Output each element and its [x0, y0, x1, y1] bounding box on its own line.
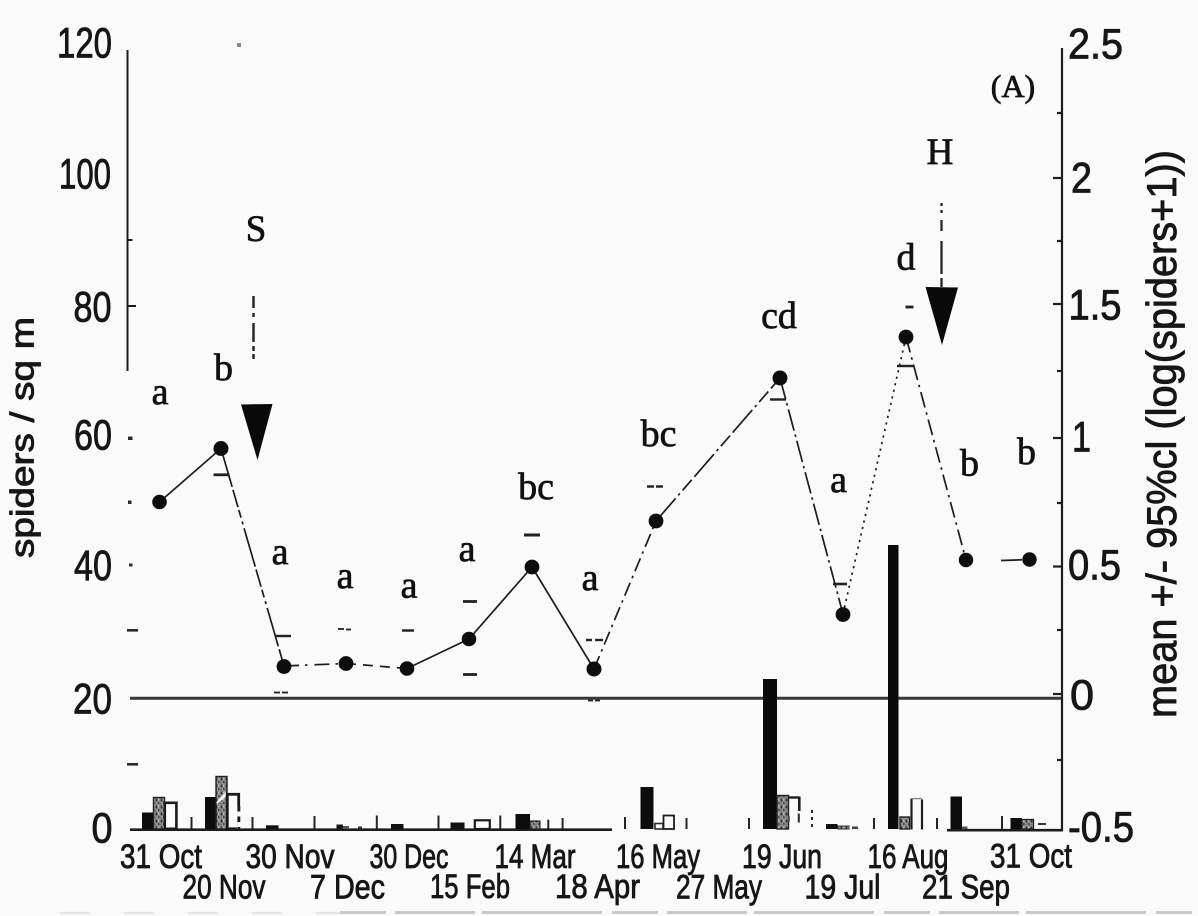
svg-text:b: b — [214, 347, 233, 389]
svg-text:18 Apr: 18 Apr — [555, 868, 640, 906]
svg-text:2: 2 — [1071, 155, 1092, 203]
svg-text:d: d — [897, 237, 916, 279]
svg-text:120: 120 — [57, 20, 112, 68]
svg-text:a: a — [337, 555, 354, 597]
svg-text:(A): (A) — [991, 68, 1035, 104]
svg-text:2.5: 2.5 — [1068, 21, 1123, 69]
svg-text:19 Jun: 19 Jun — [742, 838, 822, 876]
svg-text:16 Aug: 16 Aug — [868, 838, 949, 876]
svg-text:1: 1 — [1072, 414, 1091, 462]
svg-text:1.5: 1.5 — [1069, 282, 1122, 330]
svg-text:31 Oct: 31 Oct — [990, 838, 1072, 876]
svg-text:S: S — [246, 209, 267, 250]
svg-text:H: H — [927, 132, 954, 173]
svg-text:7 Dec: 7 Dec — [310, 869, 385, 907]
svg-text:19 Jul: 19 Jul — [805, 869, 881, 907]
svg-text:0: 0 — [1070, 672, 1094, 720]
svg-text:spiders / sq m: spiders / sq m — [4, 317, 41, 558]
svg-text:a: a — [272, 531, 289, 573]
svg-text:80: 80 — [74, 284, 112, 332]
svg-text:31 Oct: 31 Oct — [120, 838, 202, 876]
svg-text:bc: bc — [518, 466, 554, 508]
svg-text:60: 60 — [74, 412, 112, 460]
svg-text:100: 100 — [59, 151, 111, 199]
svg-text:a: a — [152, 371, 169, 413]
svg-text:20: 20 — [73, 676, 112, 724]
svg-text:21 Sep: 21 Sep — [922, 869, 1010, 907]
svg-text:30 Nov: 30 Nov — [246, 838, 335, 876]
svg-text:mean +/- 95%cl (log(spiders+1): mean +/- 95%cl (log(spiders+1)) — [1138, 150, 1185, 718]
svg-text:20 Nov: 20 Nov — [183, 869, 266, 907]
svg-text:30 Dec: 30 Dec — [370, 838, 449, 876]
svg-text:40: 40 — [74, 542, 112, 590]
svg-text:16 May: 16 May — [616, 838, 700, 876]
svg-text:a: a — [459, 528, 476, 570]
svg-text:b: b — [1017, 431, 1036, 473]
svg-text:b: b — [960, 443, 979, 485]
svg-text:a: a — [830, 459, 847, 501]
svg-text:15 Feb: 15 Feb — [430, 868, 510, 906]
svg-text:-0.5: -0.5 — [1068, 804, 1134, 852]
svg-text:27 May: 27 May — [676, 869, 762, 907]
svg-text:bc: bc — [641, 413, 677, 455]
svg-text:a: a — [401, 565, 418, 607]
svg-text:cd: cd — [761, 295, 797, 337]
svg-text:a: a — [582, 557, 599, 599]
svg-text:14 Mar: 14 Mar — [495, 838, 576, 876]
svg-text:0.5: 0.5 — [1068, 542, 1121, 590]
svg-text:0: 0 — [92, 805, 113, 853]
